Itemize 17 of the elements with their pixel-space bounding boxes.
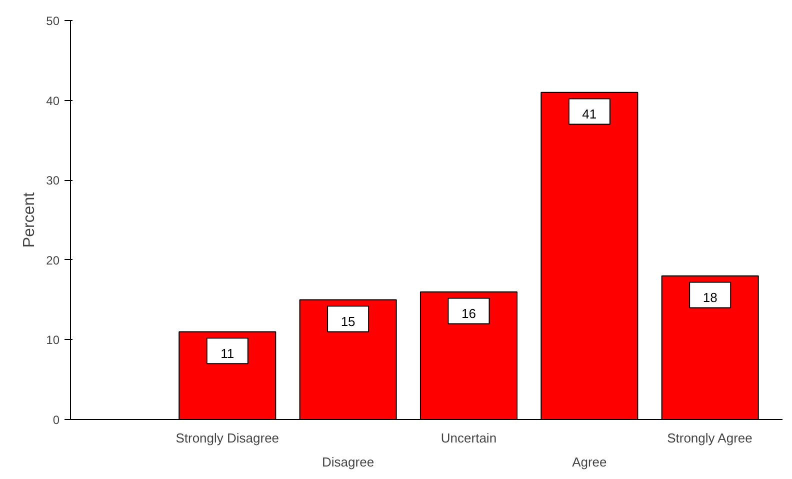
x-tick-label: Uncertain	[440, 430, 497, 446]
y-tick-label: 40	[46, 94, 60, 108]
data-label: 16	[462, 306, 476, 322]
y-axis-title: Percent	[21, 192, 38, 248]
x-tick-label: Agree	[572, 454, 607, 470]
y-tick-label: 20	[46, 253, 60, 268]
y-tick-label: 50	[46, 14, 60, 28]
data-label: 15	[340, 314, 356, 330]
y-tick-label: 0	[52, 413, 60, 427]
x-tick-label: Disagree	[322, 454, 374, 470]
x-tick-label: Strongly Agree	[667, 430, 752, 446]
y-tick-label: 30	[46, 174, 60, 188]
data-label: 41	[582, 106, 597, 122]
data-label: 11	[220, 346, 234, 362]
y-tick-label: 10	[46, 333, 60, 348]
data-label: 18	[702, 290, 718, 306]
x-tick-label: Strongly Disagree	[176, 430, 280, 446]
